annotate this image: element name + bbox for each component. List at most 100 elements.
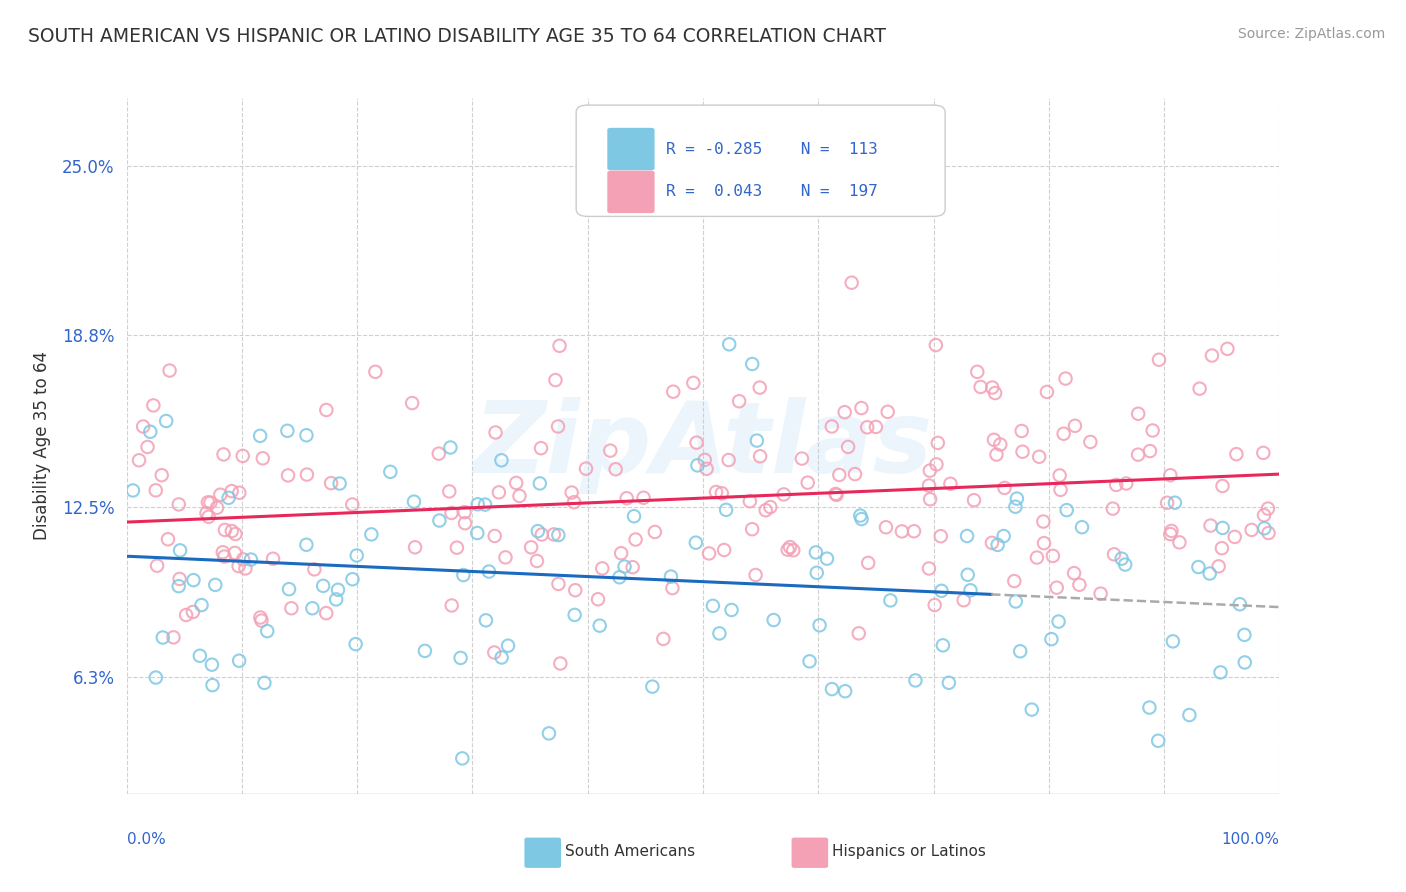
Point [709,626,731,640]
Point [325,592,347,607]
Point [624,533,647,547]
Text: 0.0%: 0.0% [127,832,166,847]
Point [927,435,949,450]
Point [1069,578,1091,592]
Point [197,509,219,524]
Point [413,644,436,658]
Point [1257,526,1279,541]
Point [591,561,613,575]
Point [152,631,174,645]
Point [169,572,191,586]
Point [621,560,644,574]
Point [931,583,953,598]
Point [547,528,569,542]
Point [1111,551,1133,566]
Point [834,405,856,419]
Point [228,485,250,500]
Point [1178,708,1201,723]
Point [939,476,962,491]
Point [201,657,224,672]
Point [718,337,741,351]
Point [1198,566,1220,581]
Point [821,419,844,434]
Point [1147,352,1170,367]
Point [586,592,609,607]
Point [491,650,513,665]
Point [530,527,553,541]
Point [956,567,979,582]
Point [228,559,250,574]
Point [890,524,912,539]
Point [122,483,145,498]
Point [918,478,941,492]
Point [1211,541,1233,556]
Point [799,654,821,668]
Point [790,451,813,466]
Point [865,420,887,434]
Point [564,583,586,598]
Point [360,527,382,541]
Point [1139,700,1161,714]
Point [145,671,167,685]
Point [550,657,572,671]
Point [959,583,981,598]
Point [491,453,513,467]
Point [851,512,873,526]
Point [188,648,211,663]
Point [1040,632,1063,647]
Text: ZipAtlas: ZipAtlas [474,398,932,494]
Point [918,464,941,478]
Point [825,488,848,502]
Point [427,447,450,461]
Point [312,579,335,593]
Point [741,357,763,371]
Point [1211,479,1233,493]
Point [1004,594,1026,608]
Point [963,493,986,508]
Point [346,549,368,563]
Point [232,552,254,566]
Point [932,638,955,652]
Point [1240,523,1263,537]
Point [136,440,159,454]
Point [938,675,960,690]
Point [132,419,155,434]
Point [278,582,301,596]
Point [453,568,475,582]
Point [146,558,169,573]
Point [167,579,190,593]
Point [295,538,318,552]
Point [262,551,284,566]
Point [484,425,506,440]
Point [548,339,571,353]
Text: R = -0.285    N =  113: R = -0.285 N = 113 [666,142,877,157]
Point [682,376,704,390]
Point [527,524,550,538]
Point [1005,491,1028,506]
Point [197,495,219,509]
Point [782,543,804,558]
Point [685,435,707,450]
Point [1199,518,1222,533]
Point [342,498,364,512]
Point [776,542,799,557]
Point [824,487,846,501]
Point [841,276,863,290]
Point [162,631,184,645]
Point [1223,530,1246,544]
Point [808,618,831,632]
Point [875,520,897,534]
Point [1208,559,1230,574]
Point [834,684,856,698]
Point [652,632,675,646]
Point [986,448,1008,462]
Point [484,645,506,659]
Point [474,498,496,512]
Point [696,462,718,476]
Point [987,538,1010,552]
Point [720,603,742,617]
Point [451,751,474,765]
Point [616,491,638,506]
Point [526,554,548,568]
Point [904,673,927,688]
